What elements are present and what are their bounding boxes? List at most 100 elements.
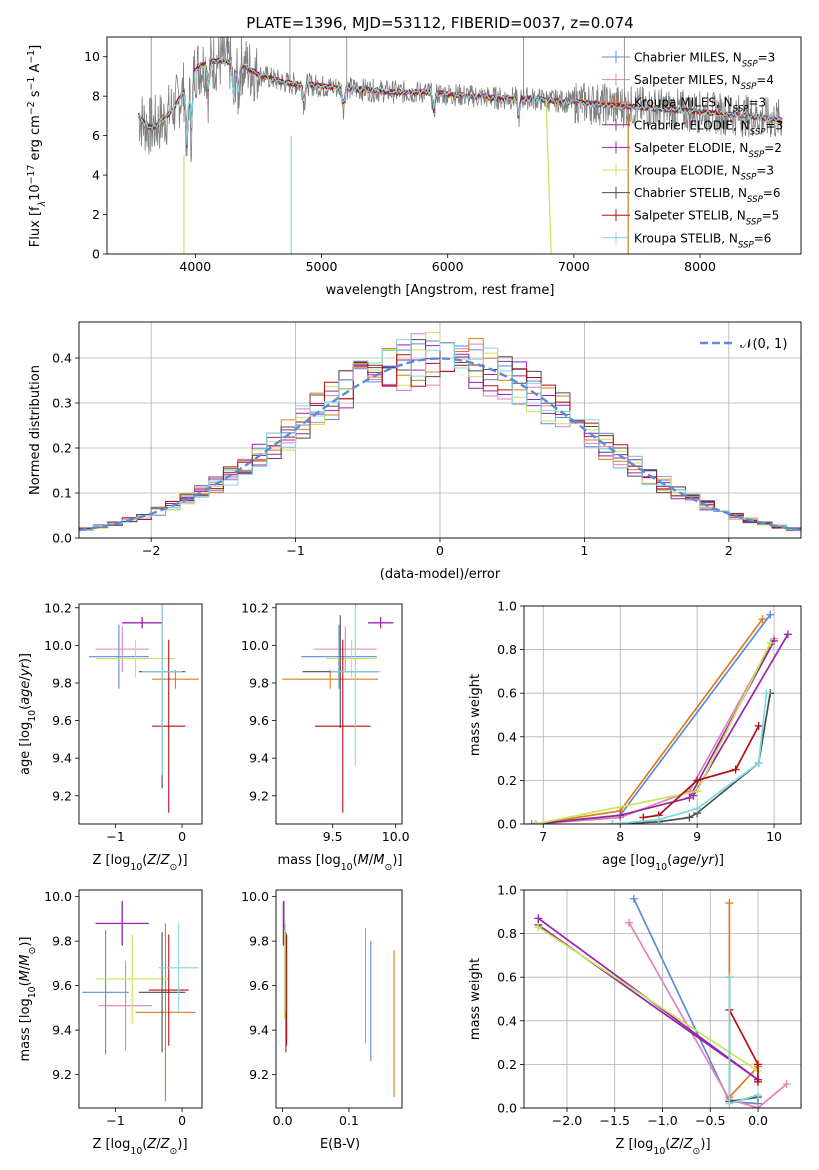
y-tick-label: 10.0: [44, 638, 72, 653]
legend-label-part: Chabrier MILES, N: [634, 51, 742, 65]
x-tick-label: 0: [178, 829, 186, 844]
legend-label-part: SSP: [741, 82, 758, 92]
y-tick-label: 10.0: [241, 889, 269, 904]
x-tick-label: 10: [766, 829, 782, 844]
x-tick-label: 10.0: [382, 829, 410, 844]
y-tick-label: 9.6: [249, 978, 269, 993]
axes-frame: [78, 603, 203, 825]
y-tick-label: 9.4: [249, 1023, 269, 1038]
x-axis-label-part: Z [log: [92, 1137, 130, 1152]
x-tick-label: 2: [725, 543, 733, 558]
legend-label-part: Chabrier STELIB, N: [634, 186, 747, 200]
y-tick-label: 0.8: [497, 642, 517, 657]
weight-vs-age-panel: 7 8 9 10 0.0 0.2 0.4 0.6 0.8 1.0 mass weight age [l…: [468, 599, 802, 873]
y-axis-label-part: −1: [26, 50, 37, 64]
x-tick-label: 9.5: [323, 829, 343, 844]
y-axis-label: Normed distribution: [28, 365, 43, 495]
x-axis-label-part: 10: [653, 1146, 665, 1157]
model-dropout: [545, 100, 552, 254]
y-tick-label: 0.0: [497, 817, 517, 832]
y-tick-label: 0.3: [52, 396, 72, 411]
y-tick-label: 10.2: [44, 600, 72, 615]
legend-label-part: Kroupa MILES, N: [634, 96, 733, 110]
y-tick-label: 0.6: [497, 970, 517, 985]
x-axis-label-part: )]: [177, 1137, 187, 1152]
x-tick-label: 4000: [179, 259, 211, 274]
x-axis-label-part: mass [log: [278, 853, 341, 868]
x-axis-label-part: (: [665, 1137, 670, 1152]
x-axis-label-part: yr: [700, 853, 716, 868]
x-tick-label: 5000: [306, 259, 338, 274]
legend-label-part: SSP: [741, 173, 758, 183]
axes-frame: [275, 603, 403, 825]
x-tick-label: −0.5: [695, 1113, 725, 1128]
legend-label: Salpeter MILES, NSSP=4: [634, 73, 774, 92]
weight-line-kroupa_elodie: [535, 642, 771, 824]
x-tick-label: −1.0: [647, 1113, 677, 1128]
y-tick-label: 0.2: [497, 1057, 517, 1072]
y-tick-label: 9.2: [52, 788, 72, 803]
y-axis-label-part: 10: [27, 986, 38, 998]
legend-label-part: =6: [763, 186, 781, 200]
x-axis-label-part: /: [369, 853, 374, 868]
legend-label-part: Salpeter MILES, N: [634, 73, 741, 87]
y-axis-label-part: −17: [26, 165, 37, 185]
x-axis-label-part: Z: [146, 1137, 157, 1152]
normal-curve: [79, 357, 801, 532]
x-axis-label-part: ⊙: [170, 862, 178, 873]
x-axis-label: wavelength [Angstrom, rest frame]: [326, 283, 555, 298]
y-axis-label-part: (: [18, 705, 33, 710]
x-axis-label: Z [log10(Z/Z⊙)]: [92, 1137, 187, 1157]
axes-frame: [106, 36, 802, 255]
axes-frame: [78, 321, 802, 539]
y-tick-label: 9.6: [52, 713, 72, 728]
y-tick-label: 10.0: [44, 889, 72, 904]
x-axis-label-part: Z [log: [92, 853, 130, 868]
x-axis-label-part: (: [667, 853, 672, 868]
x-axis-label-part: Z: [146, 853, 157, 868]
y-axis-label-part: mass [log: [18, 998, 33, 1061]
x-axis-label: mass [log10(M/M⊙)]: [278, 853, 403, 873]
y-axis-label-part: erg cm: [28, 115, 43, 164]
y-tick-label: 9.8: [249, 675, 269, 690]
spectrum-panel: 4000 5000 6000 7000 8000 0 2 4 6 8 10 PLATE=1396, M…: [26, 14, 802, 298]
y-axis-label-part: ⊙: [27, 947, 38, 955]
plot-area: [88, 604, 199, 813]
y-axis-label-part: M: [18, 955, 33, 966]
y-axis-label-part: λ: [37, 201, 48, 208]
y-tick-label: 2: [92, 207, 100, 222]
x-axis-label-part: )]: [700, 1137, 710, 1152]
x-tick-label: −1.5: [600, 1113, 630, 1128]
x-tick-label: −1: [106, 829, 124, 844]
weight-line-kroupa_elodie: [537, 926, 759, 1072]
legend-label-part: =4: [756, 73, 774, 87]
x-tick-label: 6000: [432, 259, 464, 274]
x-tick-label: 7: [539, 829, 547, 844]
x-tick-label: 9: [693, 829, 701, 844]
y-tick-label: 9.8: [249, 934, 269, 949]
plot-area: [534, 894, 791, 1108]
weight-line-chabrier_miles: [531, 614, 771, 824]
x-tick-label: 0.0: [273, 1113, 293, 1128]
legend-label: Kroupa STELIB, NSSP=6: [634, 231, 771, 250]
y-tick-label: 0.1: [52, 486, 72, 501]
legend-label-part: SSP: [746, 218, 763, 228]
histogram-salpeter_stelib: [79, 354, 801, 531]
legend-label-part: =3: [756, 164, 774, 178]
x-axis-label: Z [log10(Z/Z⊙)]: [615, 1137, 710, 1157]
x-axis-label-part: M: [358, 853, 369, 868]
y-axis-label-part: Flux [f: [28, 206, 43, 247]
y-axis-label: age [log10(age/yr)]: [18, 653, 38, 775]
legend-label-part: =2: [764, 141, 782, 155]
y-tick-label: 9.4: [249, 751, 269, 766]
legend-label: Kroupa MILES, NSSP=3: [634, 96, 766, 115]
y-tick-label: 9.6: [52, 978, 72, 993]
y-tick-label: 0.2: [497, 773, 517, 788]
chart-title: PLATE=1396, MJD=53112, FIBERID=0037, z=0…: [246, 14, 633, 32]
plot-area: [282, 604, 394, 813]
y-tick-label: 9.2: [249, 1067, 269, 1082]
histogram-kroupa_stelib: [79, 339, 801, 531]
y-axis-label-part: )]: [18, 653, 33, 663]
